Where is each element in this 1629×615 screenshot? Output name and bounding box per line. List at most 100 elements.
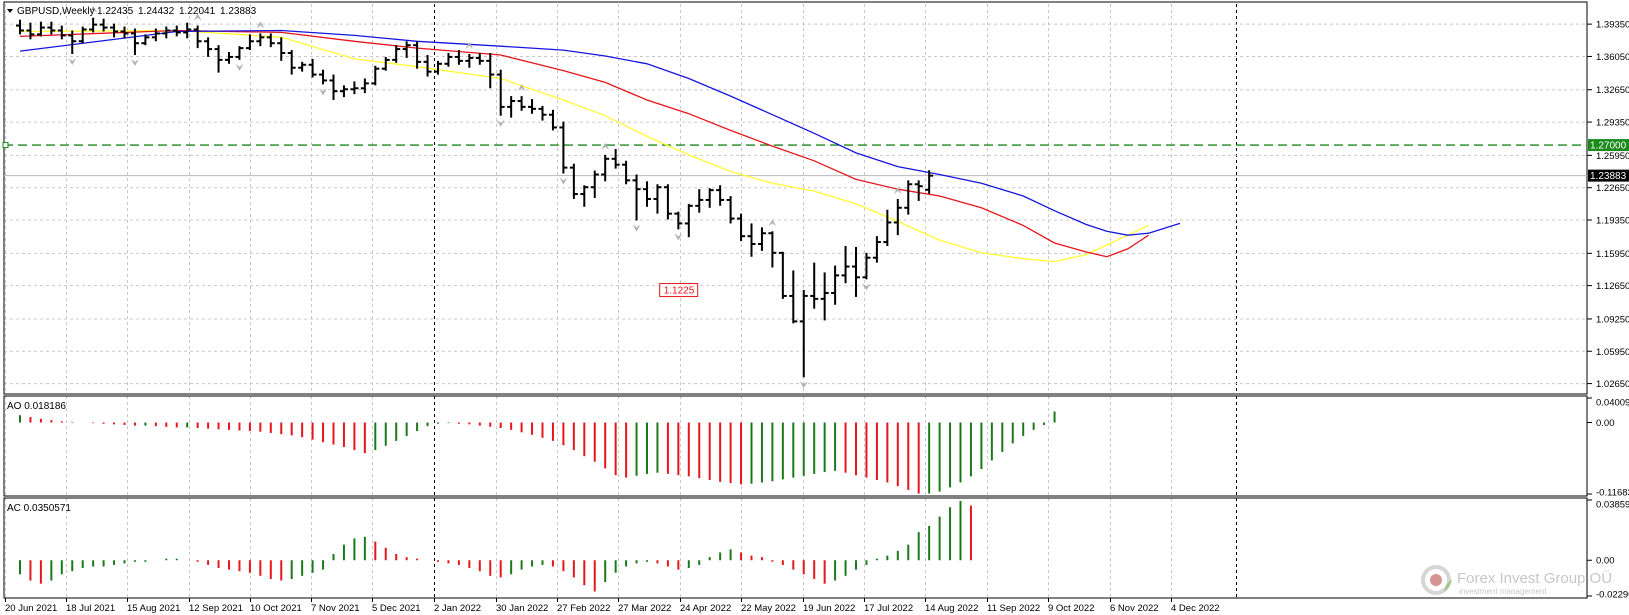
ao-label: AO 0.018186	[7, 401, 66, 412]
ohlc-bar	[402, 41, 411, 58]
level-handle	[2, 142, 9, 149]
fractal-up-icon	[601, 142, 610, 150]
fractal-down-icon	[559, 177, 568, 185]
ohlc-bar	[193, 25, 202, 49]
price-tick-label: 1.15950	[1596, 249, 1629, 260]
ohlc-bar	[716, 185, 725, 206]
time-axis: 20 Jun 2021 18 Jul 2021 15 Aug 2021 12 Sep …	[5, 598, 1220, 614]
price-tick-label: 1.25950	[1596, 151, 1629, 162]
ohlc-bar	[225, 52, 233, 64]
indicator-tick-label: -0.022909	[1596, 590, 1629, 601]
ao-pane-border	[3, 395, 1588, 497]
price-tick-label: 1.32650	[1596, 85, 1629, 96]
ohlc-bar	[841, 245, 850, 284]
indicator-tick-label: 0.040093	[1596, 398, 1629, 409]
horizontal-levels: 1.27000 1.23883	[2, 139, 1629, 182]
price-tick-label: 1.19350	[1596, 216, 1629, 227]
ohlc-bar	[893, 198, 902, 236]
fractal-up-icon	[465, 41, 474, 49]
time-tick-label: 27 Mar 2022	[618, 603, 671, 614]
ohlc-bar	[110, 23, 119, 38]
ohlc-bar	[548, 109, 557, 131]
ohlc-bar	[423, 54, 432, 77]
ohlc-bar	[277, 37, 286, 61]
time-tick-label: 22 May 2022	[741, 603, 796, 614]
time-tick-label: 9 Oct 2022	[1048, 603, 1094, 614]
ohlc-bar	[559, 121, 568, 174]
ohlc-bar	[308, 58, 317, 78]
ac-label: AC 0.0350571	[7, 503, 71, 514]
time-tick-label: 2 Jan 2022	[434, 603, 481, 614]
fractal-up-icon	[256, 21, 265, 29]
ohlc-bar	[747, 223, 756, 257]
moving-average-line	[19, 29, 1181, 236]
fractal-down-icon	[632, 224, 641, 232]
ohlc-bar	[256, 33, 265, 47]
ohlc-bar	[266, 33, 275, 48]
ohlc-bar	[287, 50, 296, 75]
time-tick-label: 17 Jul 2022	[864, 603, 913, 614]
fractal-up-icon	[893, 186, 902, 194]
ohlc-bar	[162, 26, 171, 39]
ohlc-bar	[130, 28, 139, 55]
logo-brand-text: Forex Invest Group OÜ	[1457, 569, 1612, 587]
ohlc-bar	[183, 22, 192, 39]
ohlc-bar	[413, 41, 422, 69]
ohlc-bar	[569, 163, 578, 199]
ohlc-bar	[434, 60, 442, 75]
ohlc-bar	[151, 28, 160, 42]
ohlc-bar	[590, 170, 599, 198]
ohlc-bar	[904, 180, 913, 215]
price-tick-label: 1.29350	[1596, 118, 1629, 129]
ohlc-bar	[684, 203, 693, 238]
ohlc-bar	[454, 50, 463, 65]
ohlc-bar	[810, 262, 819, 309]
ohlc-bar	[319, 69, 328, 85]
annotation-label: 1.1225	[664, 286, 695, 297]
fractal-down-icon	[674, 233, 683, 241]
ohlc-bar	[653, 184, 662, 214]
time-tick-label: 30 Jan 2022	[496, 603, 548, 614]
ohlc-bar	[475, 53, 484, 65]
time-tick-label: 18 Jul 2021	[66, 603, 115, 614]
price-tick-label: 1.05950	[1596, 347, 1629, 358]
ohlc-bar	[298, 61, 307, 72]
ao-histogram	[19, 411, 1056, 494]
ohlc-bar	[245, 34, 254, 51]
collapse-triangle-icon[interactable]	[7, 9, 13, 13]
current-price-label: 1.23883	[1590, 171, 1627, 182]
symbol-label: GBPUSD,Weekly	[17, 6, 95, 17]
ohlc-bar	[381, 56, 390, 71]
ohlc-bar	[726, 196, 735, 224]
price-tick-label: 1.02650	[1596, 379, 1629, 390]
time-tick-label: 20 Jun 2021	[5, 603, 57, 614]
ohlc-bar	[820, 272, 829, 321]
fractal-markers: 1.1225	[68, 5, 902, 389]
ohlc-bar	[99, 18, 108, 32]
time-tick-label: 14 Aug 2022	[925, 603, 978, 614]
ohlc-bar	[517, 96, 526, 111]
ohlc-bar	[68, 30, 77, 54]
ohlc-bar	[632, 174, 641, 221]
ohlc-bar	[862, 252, 871, 280]
indicator-tick-label: -0.116833	[1596, 488, 1629, 499]
fractal-down-icon	[862, 283, 871, 291]
time-tick-label: 7 Nov 2021	[311, 603, 360, 614]
symbol-header[interactable]: GBPUSD,Weekly 1.22435 1.24432 1.22041 1.…	[7, 6, 257, 17]
price-tick-label: 1.39350	[1596, 20, 1629, 31]
ohlc-high: 1.24432	[138, 6, 175, 17]
ohlc-bar	[601, 154, 610, 182]
current-price-tag	[1588, 169, 1629, 182]
fractal-down-icon	[235, 63, 244, 71]
ohlc-bar	[737, 213, 746, 242]
fractal-down-icon	[130, 58, 139, 66]
fractal-up-icon	[517, 84, 526, 92]
ohlc-bar	[580, 185, 589, 207]
ohlc-bar	[78, 26, 87, 44]
time-tick-label: 19 Jun 2022	[803, 603, 855, 614]
fractal-up-icon	[193, 13, 202, 21]
ohlc-bar	[496, 69, 505, 116]
ohlc-bar	[757, 227, 766, 251]
logo-leaf-icon	[1444, 580, 1452, 592]
